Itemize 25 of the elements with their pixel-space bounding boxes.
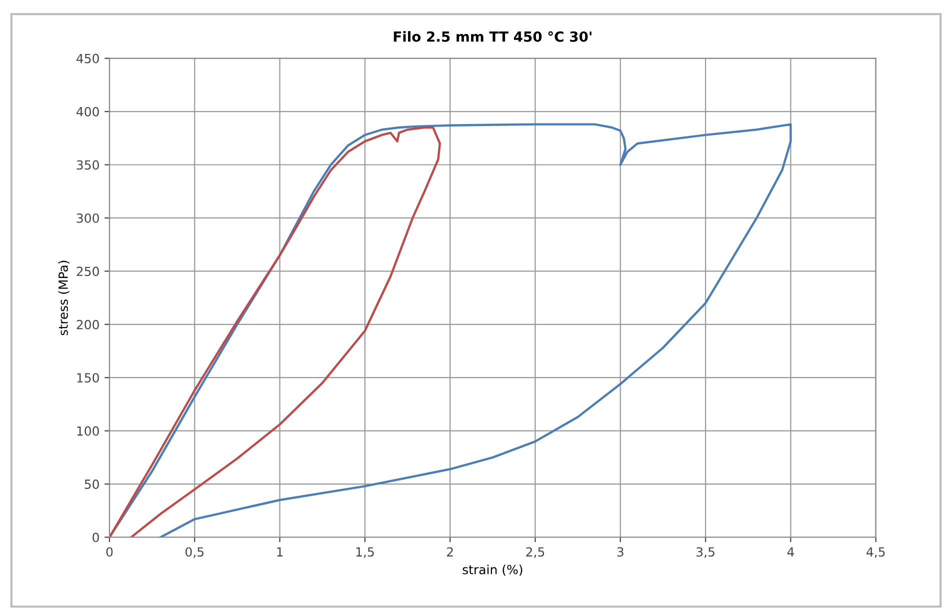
y-tick-label: 0 [92,532,99,542]
line-series [109,126,441,538]
y-tick-label: 250 [76,266,99,276]
x-tick-label: 1,5 [356,547,374,558]
y-tick-label: 400 [76,107,99,116]
x-tick-label: 1 [277,547,283,556]
line-series [109,123,792,538]
y-tick-label: 50 [84,480,99,489]
y-tick-label: 350 [76,160,99,170]
y-tick-label: 300 [76,213,99,223]
x-tick-label: 0,5 [186,547,204,558]
chart-title: Filo 2.5 mm TT 450 °C 30' [394,31,592,42]
x-tick-label: 0 [106,547,113,557]
y-tick-label: 450 [76,54,99,64]
y-tick-label: 150 [77,373,99,383]
x-tick-label: 4,5 [866,547,885,558]
y-tick-label: 100 [77,426,99,436]
x-tick-label: 2,5 [526,547,544,558]
y-axis-title: stress (MPa) [58,260,70,336]
x-tick-label: 2 [447,547,453,556]
x-axis-title: strain (%) [462,564,522,576]
x-tick-label: 3,5 [696,547,714,558]
x-tick-label: 4 [787,547,794,556]
y-tick-label: 200 [76,320,99,330]
x-tick-label: 3 [617,547,624,557]
